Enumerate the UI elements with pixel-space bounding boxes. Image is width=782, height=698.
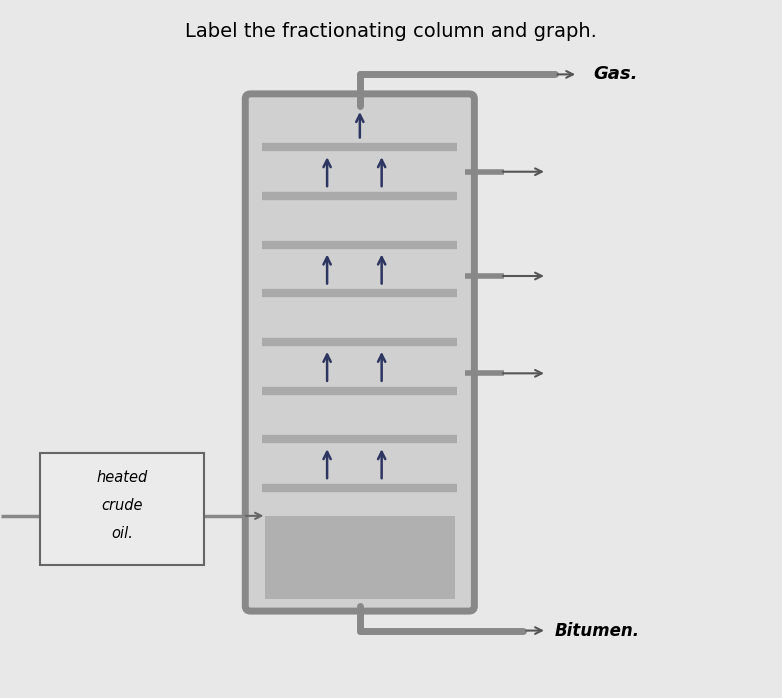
Bar (41, 453, 204, 565)
Text: crude: crude (102, 498, 143, 513)
Text: Gas.: Gas. (594, 66, 638, 83)
Text: oil.: oil. (111, 526, 133, 541)
Text: Label the fractionating column and graph.: Label the fractionating column and graph… (185, 22, 597, 41)
FancyBboxPatch shape (246, 94, 475, 611)
Bar (265, 516, 455, 600)
Text: Bitumen.: Bitumen. (554, 621, 640, 639)
Text: heated: heated (96, 470, 148, 485)
